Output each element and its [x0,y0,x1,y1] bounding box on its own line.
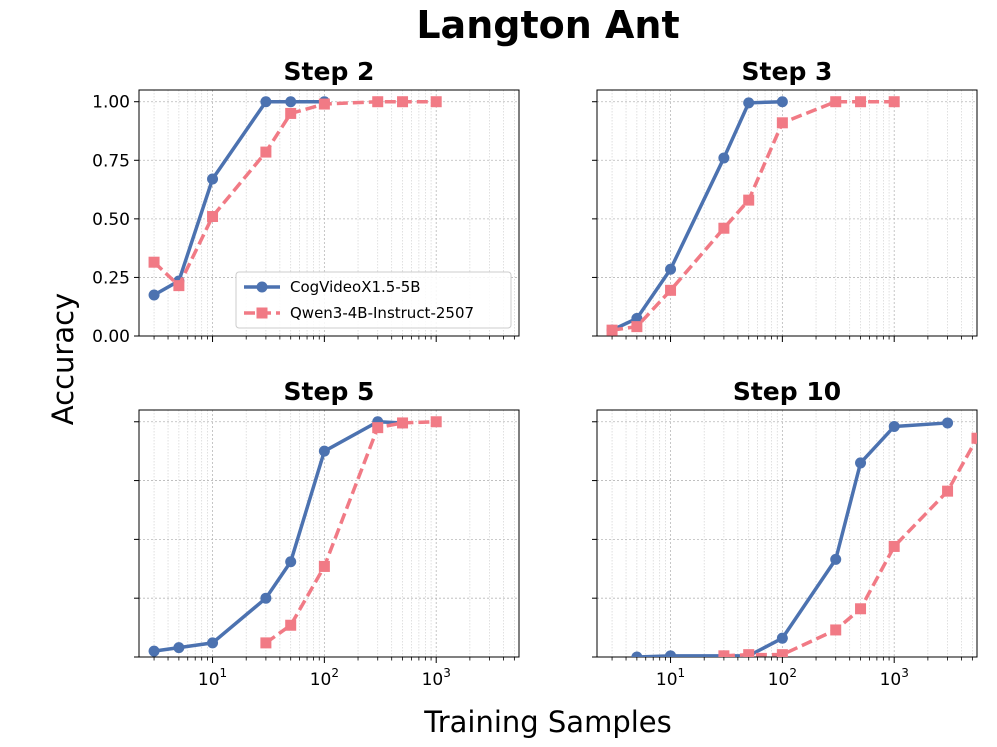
x-tick-label: 103 [422,666,451,690]
x-tick-label: 102 [310,666,339,690]
series-line-cogvideox [153,99,325,297]
data-point-qwen3 [743,649,755,657]
y-tick-label: 0.25 [92,268,130,288]
series-line-cogvideox [611,99,783,332]
data-point-qwen3 [665,284,677,296]
data-point-qwen3 [430,96,442,108]
subplot-2: Step 3 [592,57,978,342]
data-point-qwen3 [855,96,867,108]
subplot-grid: 0.00 0.25 0.50 0.75 1.00 Step 2 CogVideoX1.5-5… [92,57,978,690]
y-axis-label: Accuracy [46,293,80,425]
data-point-qwen3 [830,624,842,636]
data-point-cogvideox [260,96,272,108]
series-group [148,96,442,301]
data-point-cogvideox [285,96,297,108]
data-point-qwen3 [718,222,730,234]
x-axis-label: Training Samples [423,705,672,739]
subplot-3: 101 102 103 Step 5 [134,377,520,690]
data-point-qwen3 [888,540,900,552]
legend-label: CogVideoX1.5-5B [290,278,421,296]
series-line-qwen3 [152,99,437,288]
data-point-qwen3 [718,650,730,657]
data-point-cogvideox [173,642,185,654]
data-point-qwen3 [318,98,330,110]
x-tick-label: 101 [198,666,227,690]
subplot-4: 101 102 103 Step 10 [592,377,978,690]
axes-frame [596,409,978,658]
data-point-qwen3 [285,619,297,631]
data-point-qwen3 [397,417,409,429]
data-point-cogvideox [830,553,842,565]
series-group [631,417,977,657]
subplot-1: 0.00 0.25 0.50 0.75 1.00 Step 2 CogVideoX1.5-5… [92,57,520,347]
data-point-cogvideox [207,637,219,649]
data-point-qwen3 [285,107,297,119]
data-point-cogvideox [942,417,954,429]
axes-frame [138,89,520,337]
data-point-cogvideox [665,650,677,657]
data-point-qwen3 [888,96,900,108]
data-point-qwen3 [173,280,185,292]
data-point-qwen3 [971,432,977,444]
data-point-cogvideox [148,289,160,301]
data-point-qwen3 [260,146,272,158]
series-line-cogvideox [153,420,403,653]
series-line-qwen3 [264,420,437,645]
series-group [606,96,900,336]
data-point-cogvideox [631,651,643,657]
data-point-qwen3 [397,96,409,108]
data-point-cogvideox [855,457,867,469]
data-point-qwen3 [855,603,867,615]
data-point-cogvideox [718,152,730,164]
data-point-qwen3 [430,416,442,428]
data-point-cogvideox [776,632,788,644]
data-point-cogvideox [743,97,755,109]
x-tick-label: 103 [880,666,909,690]
subplot-title: Step 2 [284,57,375,86]
data-point-qwen3 [631,321,643,333]
data-point-qwen3 [318,560,330,572]
y-tick-label: 0.75 [92,151,130,171]
legend-marker [256,307,268,319]
data-point-qwen3 [372,422,384,434]
axes-frame [596,89,978,337]
legend-box [235,271,512,329]
series-group [148,416,442,657]
data-point-qwen3 [743,194,755,206]
y-tick-label: 0.00 [92,327,130,347]
legend-label: Qwen3-4B-Instruct-2507 [290,304,474,322]
series-line-qwen3 [723,437,977,657]
subplot-title: Step 10 [733,377,841,406]
y-tick-label: 1.00 [92,93,130,113]
legend-marker [256,281,268,293]
data-point-qwen3 [207,211,219,223]
data-point-cogvideox [260,592,272,604]
data-point-cogvideox [318,445,330,457]
data-point-qwen3 [776,649,788,657]
data-point-cogvideox [776,96,788,108]
axes-frame [138,409,520,658]
data-point-qwen3 [148,256,160,268]
data-point-cogvideox [665,263,677,275]
data-point-cogvideox [888,420,900,432]
y-tick-label: 0.50 [92,210,130,230]
data-point-cogvideox [207,173,219,185]
data-point-qwen3 [260,637,272,649]
x-tick-label: 101 [656,666,685,690]
data-point-cogvideox [148,645,160,657]
legend: CogVideoX1.5-5B Qwen3-4B-Instruct-2507 [235,271,512,329]
data-point-qwen3 [830,96,842,108]
figure-title: Langton Ant [416,3,679,47]
subplot-title: Step 5 [284,377,375,406]
data-point-qwen3 [606,324,618,336]
data-point-qwen3 [942,485,954,497]
data-point-qwen3 [372,96,384,108]
data-point-qwen3 [776,117,788,129]
data-point-cogvideox [285,556,297,568]
subplot-title: Step 3 [742,57,833,86]
x-tick-label: 102 [768,666,797,690]
